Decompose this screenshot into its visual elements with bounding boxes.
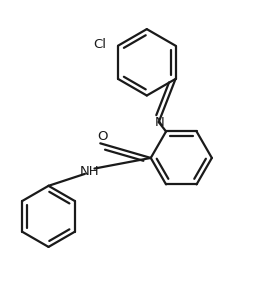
Text: N: N: [155, 116, 165, 129]
Text: Cl: Cl: [93, 38, 106, 51]
Text: NH: NH: [80, 165, 100, 178]
Text: O: O: [98, 130, 108, 143]
